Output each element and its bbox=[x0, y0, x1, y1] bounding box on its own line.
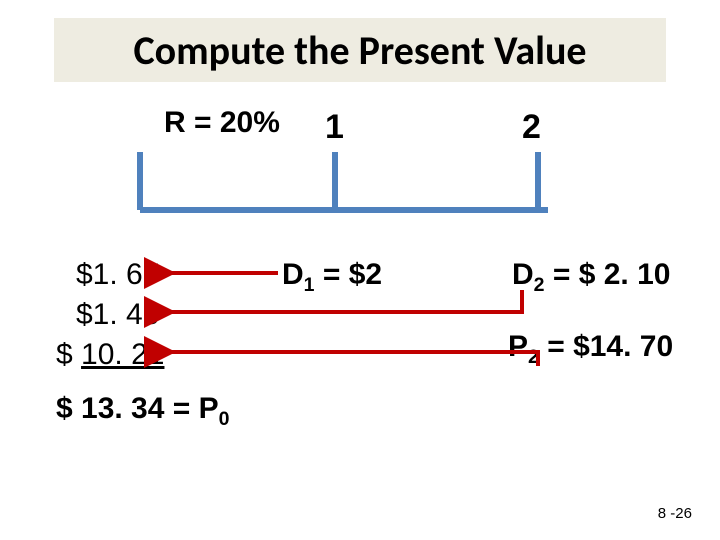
p2-sub: 2 bbox=[528, 346, 539, 368]
d1-prefix: D bbox=[282, 258, 304, 291]
p2-rest: = $14. 70 bbox=[539, 330, 673, 363]
pv-value-2: $1. 46 bbox=[76, 298, 159, 332]
slide-title: Compute the Present Value bbox=[133, 26, 586, 75]
slide: Compute the Present Value R = 20% 1 2 $1… bbox=[0, 0, 720, 540]
d2-sub: 2 bbox=[534, 274, 545, 296]
p2-label: P2 = $14. 70 bbox=[508, 330, 673, 369]
pv-value-1: $1. 67 bbox=[76, 258, 159, 292]
d1-rest: = $2 bbox=[315, 258, 383, 291]
p2-prefix: P bbox=[508, 330, 528, 363]
title-box: Compute the Present Value bbox=[54, 18, 666, 82]
d1-label: D1 = $2 bbox=[282, 258, 382, 297]
pv3-prefix: $ bbox=[56, 338, 81, 371]
d2-prefix: D bbox=[512, 258, 534, 291]
d2-label: D2 = $ 2. 10 bbox=[512, 258, 670, 297]
d2-rest: = $ 2. 10 bbox=[545, 258, 671, 291]
timeline bbox=[140, 152, 548, 210]
pv-total-sub: 0 bbox=[219, 408, 230, 430]
timeline-tick-1-label: 1 bbox=[325, 108, 344, 147]
rate-label: R = 20% bbox=[164, 106, 280, 140]
pv-total-prefix: $ 13. 34 = P bbox=[56, 392, 219, 425]
pv-total: $ 13. 34 = P0 bbox=[56, 392, 230, 431]
d1-sub: 1 bbox=[304, 274, 315, 296]
timeline-tick-2-label: 2 bbox=[522, 108, 541, 147]
pv-value-3: $ 10. 21 bbox=[56, 338, 164, 372]
pv3-number: 10. 21 bbox=[81, 338, 164, 371]
slide-number: 8 -26 bbox=[658, 505, 692, 522]
